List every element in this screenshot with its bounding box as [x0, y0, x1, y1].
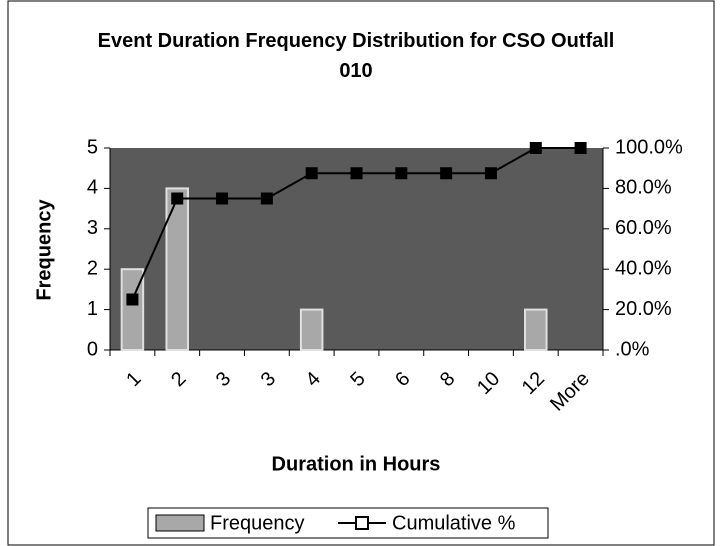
cumulative-marker [126, 293, 139, 306]
legend-label: Cumulative % [392, 512, 516, 534]
y2-tick-label: 40.0% [615, 257, 672, 279]
y-tick-label: 2 [87, 257, 98, 279]
cumulative-marker [440, 167, 453, 180]
y-tick-label: 5 [87, 136, 98, 158]
bar [165, 187, 189, 351]
y2-tick-label: 100.0% [615, 136, 683, 158]
y-tick-label: 3 [87, 217, 98, 239]
chart-title: Event Duration Frequency Distribution fo… [97, 30, 615, 82]
legend-swatch [155, 514, 205, 532]
legend-label: Frequency [210, 512, 305, 534]
bar [524, 308, 548, 352]
cumulative-marker [171, 192, 184, 205]
y-tick-label: 1 [87, 298, 98, 320]
legend-marker [355, 516, 369, 530]
cumulative-marker [574, 142, 587, 154]
cumulative-marker [484, 167, 497, 180]
cumulative-marker [216, 192, 229, 205]
y-tick-label: 0 [87, 338, 98, 360]
plot-area [110, 148, 603, 350]
y2-tick-label: 80.0% [615, 177, 672, 199]
cumulative-marker [305, 167, 318, 180]
x-axis-label: Duration in Hours [272, 453, 441, 475]
cumulative-marker [529, 142, 542, 154]
y2-tick-label: .0% [615, 338, 650, 360]
bar [299, 308, 324, 352]
y-tick-label: 4 [87, 177, 98, 199]
y2-tick-label: 20.0% [615, 298, 672, 320]
cumulative-marker [350, 167, 363, 180]
cumulative-marker [260, 192, 273, 205]
y-axis-label: Frequency [33, 199, 55, 301]
y2-tick-label: 60.0% [615, 217, 672, 239]
cumulative-marker [395, 167, 408, 180]
